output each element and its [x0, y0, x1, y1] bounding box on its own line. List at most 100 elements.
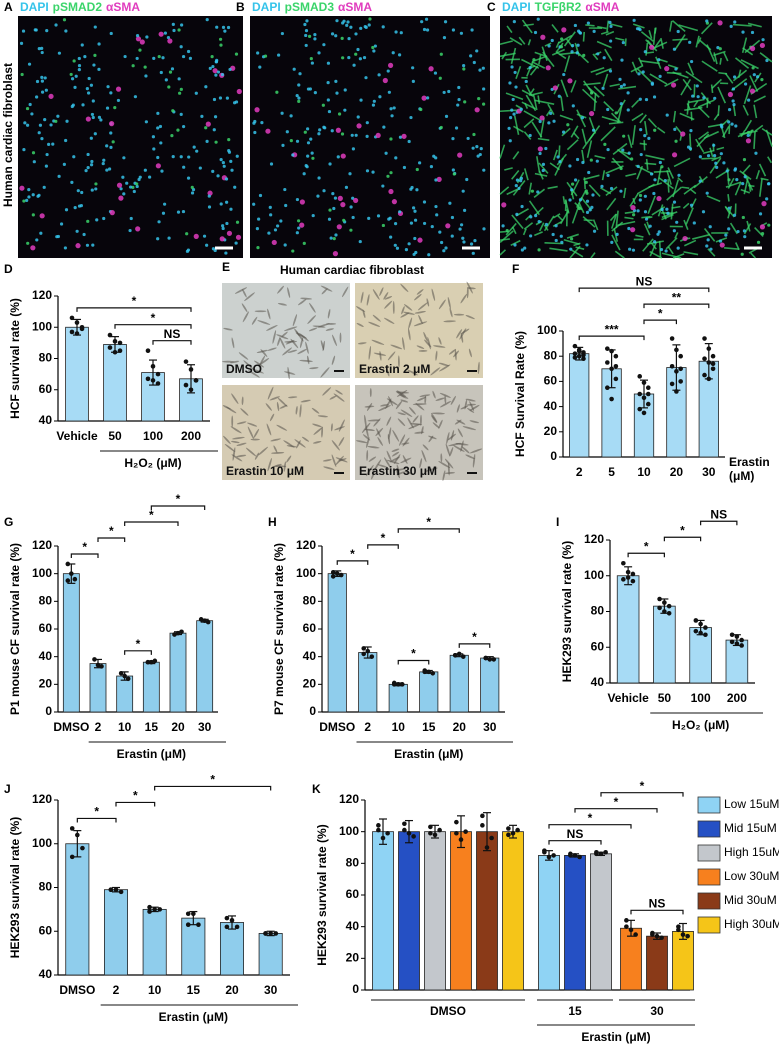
cell	[40, 90, 45, 94]
cell	[297, 83, 301, 87]
fiber	[748, 184, 755, 188]
cell	[356, 47, 360, 52]
cell	[326, 61, 331, 65]
cell	[664, 65, 670, 72]
cell	[761, 38, 765, 42]
cell	[334, 233, 338, 237]
fiber	[590, 252, 596, 259]
cell	[302, 241, 306, 245]
y-tick-label: 80	[39, 880, 53, 894]
cell	[205, 121, 211, 127]
cell	[236, 454, 247, 458]
cell	[40, 46, 44, 50]
cell	[342, 286, 349, 298]
legend-label: Mid 15uM	[724, 821, 777, 835]
data-point	[188, 387, 194, 393]
y-axis-label: HEK293 survival rate (%)	[315, 824, 329, 965]
cell	[356, 123, 362, 129]
data-point	[458, 837, 464, 842]
cell	[595, 159, 599, 163]
cell	[444, 458, 454, 469]
fiber	[547, 185, 558, 190]
cell	[567, 78, 573, 84]
fiber	[683, 219, 689, 230]
data-point	[437, 827, 442, 833]
cell	[75, 243, 81, 249]
cell	[79, 204, 83, 208]
cell	[396, 390, 407, 397]
cell	[59, 222, 64, 226]
fiber	[631, 125, 636, 145]
cell	[21, 29, 26, 33]
cell	[252, 202, 256, 206]
cell	[329, 236, 333, 240]
fiber	[656, 126, 666, 134]
cell	[364, 414, 367, 428]
fiber	[724, 72, 734, 84]
cell	[366, 294, 370, 306]
bar	[476, 831, 498, 991]
panel-letter: F	[512, 262, 519, 276]
data-point	[637, 391, 643, 397]
cell	[105, 144, 109, 148]
fiber	[513, 115, 520, 135]
cell	[746, 133, 750, 138]
cell	[70, 180, 74, 184]
cell	[387, 217, 391, 221]
cell	[372, 314, 381, 322]
cell	[340, 132, 345, 136]
data-point	[334, 571, 340, 576]
cell	[299, 359, 313, 362]
cell	[138, 175, 142, 179]
cell	[705, 19, 709, 23]
cell	[223, 29, 227, 33]
cell	[277, 53, 281, 57]
cell	[585, 243, 589, 247]
cell	[367, 419, 381, 422]
cell	[340, 202, 346, 208]
cell	[727, 108, 732, 112]
data-point	[198, 617, 204, 622]
cell	[258, 193, 263, 198]
fiber	[606, 197, 617, 211]
cell	[297, 348, 307, 355]
cell	[519, 179, 523, 183]
significance-label: *	[132, 294, 137, 308]
cell	[296, 219, 301, 223]
fiber	[698, 106, 710, 119]
cell	[348, 172, 352, 176]
cell	[254, 310, 267, 313]
fiber	[499, 40, 513, 46]
cell	[179, 45, 183, 49]
bar	[62, 573, 80, 713]
cell	[365, 169, 370, 173]
cell	[478, 68, 482, 72]
data-point	[117, 348, 123, 353]
fiber	[538, 170, 544, 180]
data-point	[452, 652, 458, 658]
cell	[434, 178, 438, 182]
cell	[227, 138, 231, 142]
cell	[373, 459, 382, 472]
cell	[380, 404, 389, 407]
data-point	[628, 927, 634, 933]
data-point	[99, 664, 104, 669]
fiber	[629, 193, 639, 207]
cell	[456, 404, 460, 413]
cell	[608, 20, 612, 24]
cell	[25, 198, 29, 202]
cell	[106, 85, 110, 89]
fiber	[706, 195, 721, 203]
data-point	[693, 628, 699, 634]
panel-letter: C	[487, 0, 496, 14]
fiber	[655, 56, 662, 70]
y-tick-label: 80	[544, 348, 558, 362]
cell	[626, 91, 630, 95]
cell	[453, 445, 465, 452]
cell	[75, 229, 79, 233]
cell	[222, 164, 226, 168]
cell	[417, 302, 428, 311]
fiber	[581, 128, 587, 144]
fiber	[692, 233, 711, 240]
